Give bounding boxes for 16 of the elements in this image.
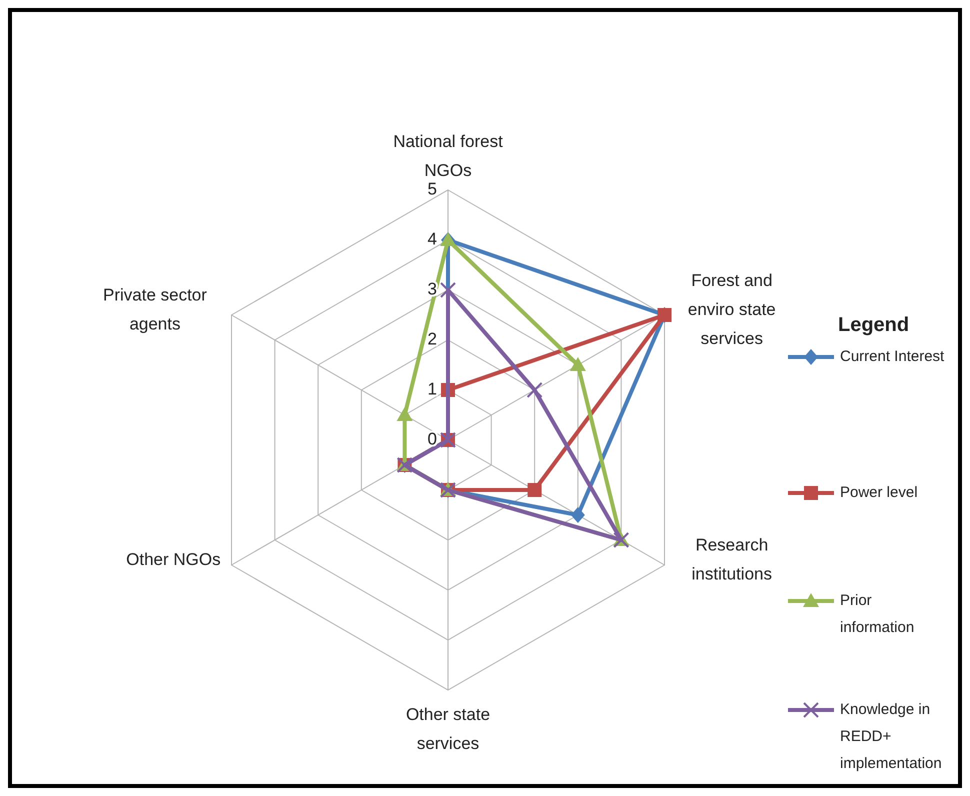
spoke-label: Forest and enviro state services [688, 271, 776, 348]
y-tick-label: 1 [428, 379, 437, 398]
spoke-label: Other NGOs [126, 550, 221, 569]
spoke-label: Other state services [406, 705, 490, 753]
spoke-label: Private sector agents [103, 286, 208, 334]
y-tick-label: 5 [428, 179, 437, 198]
y-tick-label: 0 [428, 429, 437, 448]
legend-label: Current Interest [840, 348, 946, 365]
spoke-label: National forest NGOs [393, 132, 504, 180]
spoke-label: Research institutions [692, 536, 772, 584]
legend-label: Prior information [840, 592, 914, 636]
legend-label: Power level [840, 484, 918, 501]
legend-label: Knowledge in REDD+ implementation [840, 700, 942, 772]
y-tick-label: 4 [428, 229, 437, 248]
y-tick-label: 2 [428, 329, 437, 348]
legend-title: Legend [838, 314, 910, 336]
